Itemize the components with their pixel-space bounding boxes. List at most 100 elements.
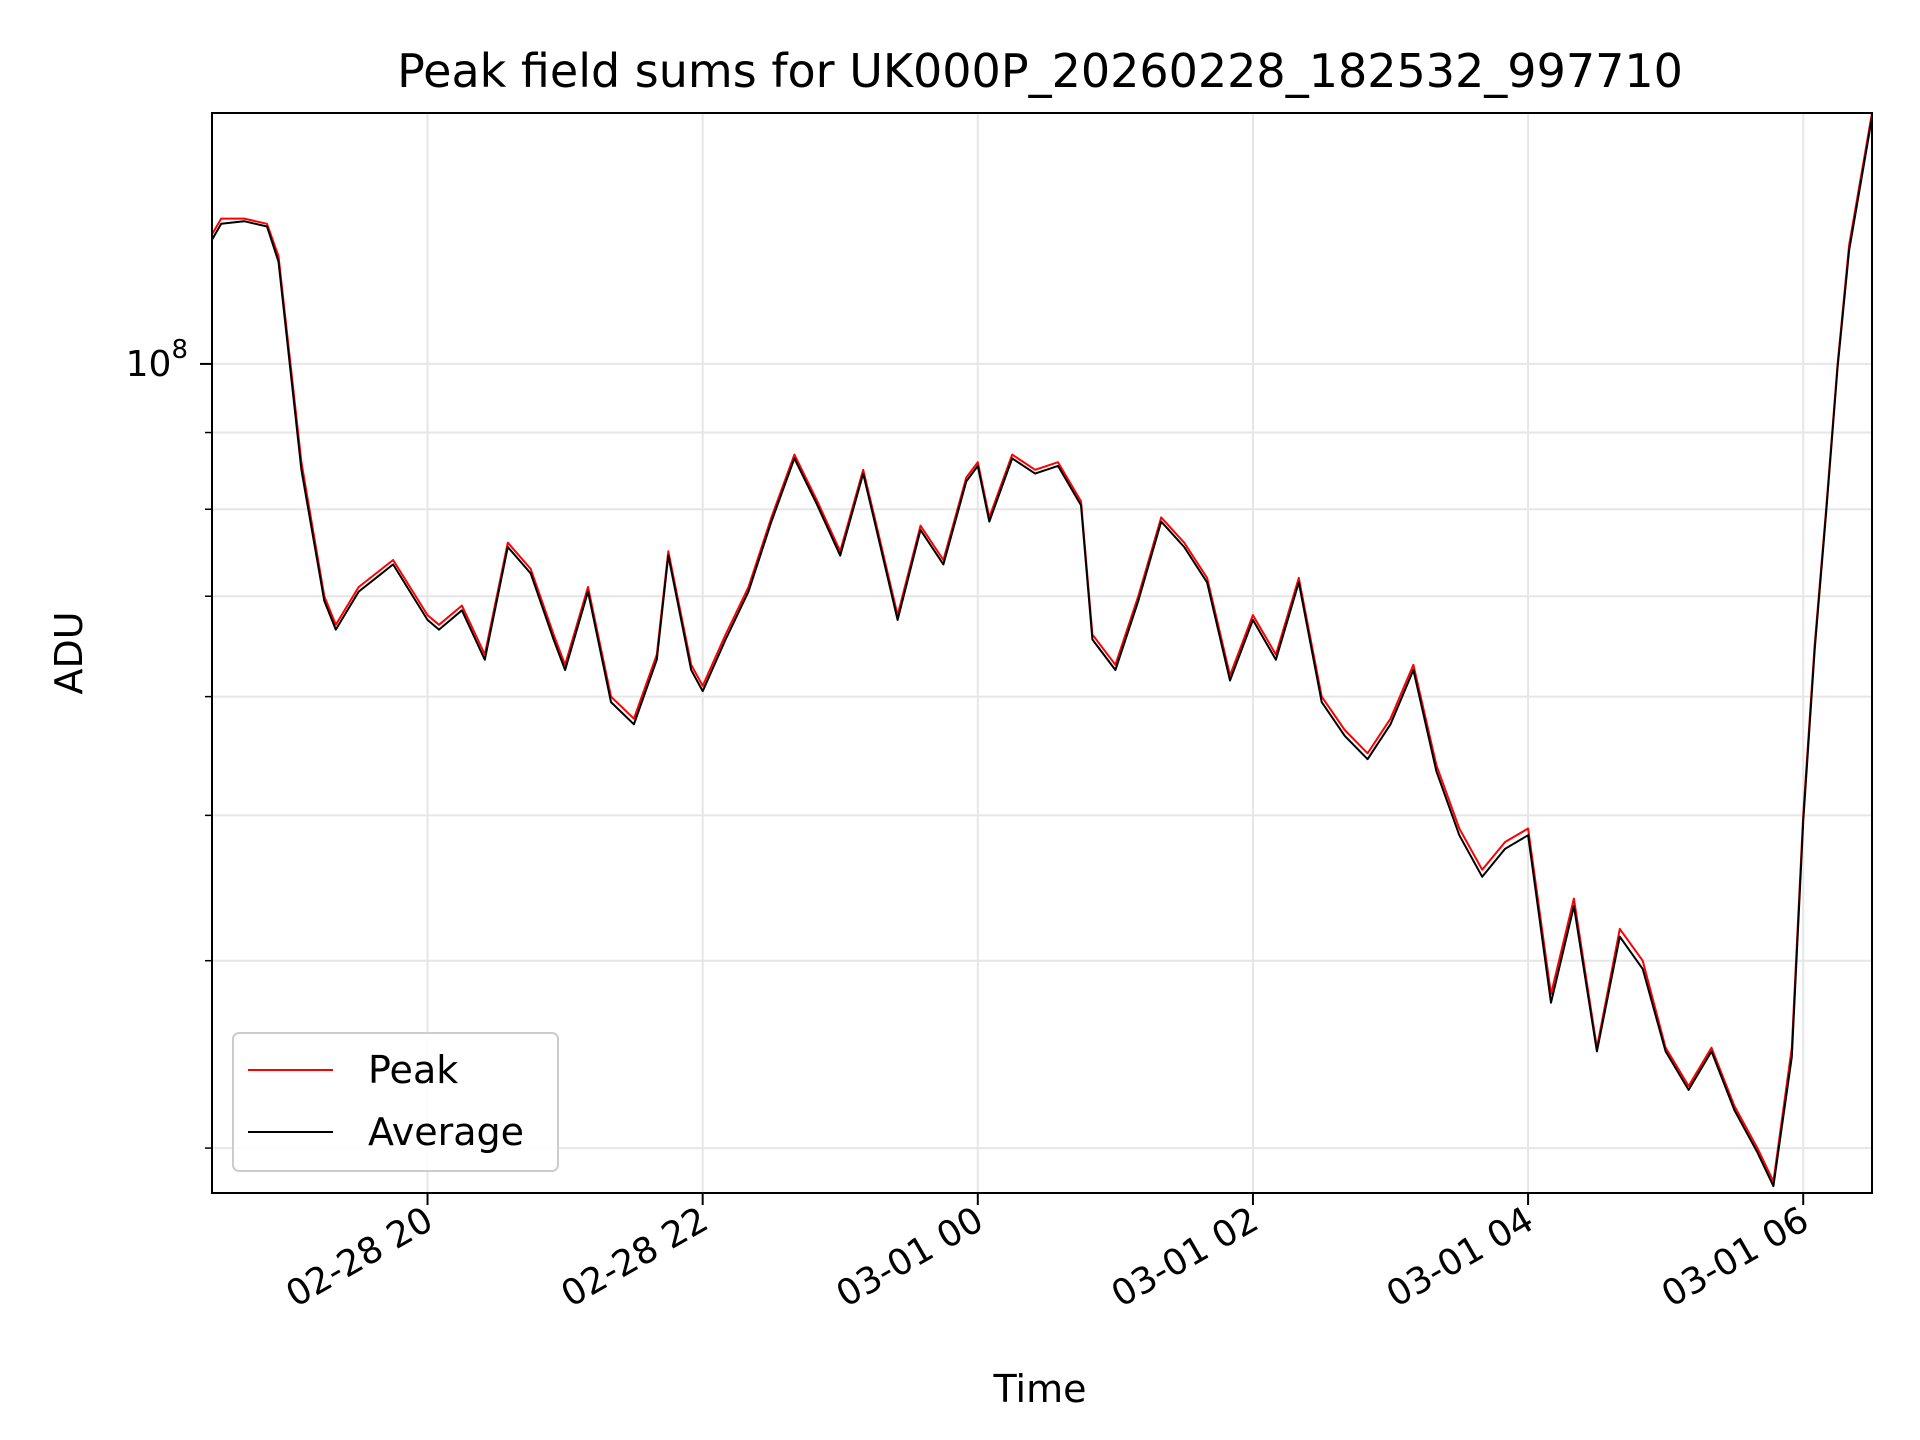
- data-point-peak: [1160, 516, 1162, 519]
- data-point-average: [896, 619, 899, 621]
- data-point-peak: [701, 685, 704, 687]
- data-point-average: [965, 480, 968, 483]
- x-tick-label: 02-28 20: [279, 1199, 440, 1315]
- data-point-average: [1664, 1050, 1667, 1053]
- data-point-average: [461, 609, 463, 612]
- data-point-peak: [1206, 577, 1208, 579]
- y-tick-label: 108: [126, 335, 188, 385]
- data-point-average: [977, 465, 979, 467]
- data-point-average: [701, 690, 704, 692]
- chart-title: Peak field sums for UK000P_20260228_1825…: [397, 44, 1683, 98]
- data-point-average: [656, 658, 658, 661]
- data-point-peak: [1298, 577, 1300, 579]
- data-point-average: [816, 504, 819, 507]
- y-tick-label-exponent: 8: [171, 335, 188, 365]
- y-axis: 108: [126, 335, 212, 1149]
- data-point-peak: [357, 586, 360, 588]
- data-point-average: [1137, 600, 1140, 602]
- series-line-peak: [211, 112, 1873, 1183]
- data-point-peak: [862, 469, 864, 471]
- data-point-peak: [1080, 500, 1082, 503]
- data-point-peak: [1504, 841, 1506, 843]
- data-point-average: [335, 628, 337, 631]
- series-line-average: [211, 117, 1873, 1188]
- data-point-peak: [335, 624, 337, 626]
- data-point-peak: [633, 717, 635, 720]
- plot-lines: [211, 112, 1873, 1188]
- data-point-average: [220, 223, 222, 225]
- data-point-average: [1080, 504, 1082, 507]
- data-point-peak: [461, 604, 463, 607]
- data-point-average: [564, 669, 566, 671]
- data-point-peak: [1114, 664, 1117, 666]
- data-point-average: [1504, 848, 1506, 850]
- data-point-average: [323, 600, 326, 602]
- data-point-peak: [1481, 868, 1483, 871]
- data-point-average: [1596, 1050, 1598, 1053]
- data-point-average: [667, 554, 670, 557]
- data-point-average: [552, 638, 555, 641]
- data-point-average: [724, 638, 727, 641]
- data-point-average: [919, 529, 922, 531]
- data-point-average: [1573, 905, 1575, 907]
- data-point-average: [1366, 758, 1369, 760]
- data-point-average: [873, 520, 876, 523]
- y-axis-label: ADU: [47, 611, 91, 694]
- data-point-average: [942, 563, 945, 566]
- data-point-average: [1836, 366, 1839, 369]
- data-point-peak: [1412, 664, 1415, 666]
- data-point-peak: [392, 559, 394, 561]
- data-point-peak: [507, 541, 509, 544]
- data-point-average: [793, 457, 796, 460]
- legend: Peak Average: [232, 1032, 559, 1172]
- legend-box: [232, 1032, 559, 1172]
- data-point-average: [1641, 968, 1644, 970]
- data-point-average: [1298, 581, 1300, 584]
- data-point-average: [507, 546, 509, 548]
- data-point-average: [1458, 834, 1461, 836]
- legend-label-average: Average: [368, 1110, 524, 1154]
- data-point-average: [690, 669, 692, 671]
- data-point-peak: [529, 568, 532, 570]
- x-tick-label: 03-01 06: [1655, 1199, 1816, 1315]
- x-tick-label: 03-01 02: [1105, 1199, 1266, 1315]
- data-point-average: [1848, 249, 1850, 252]
- data-point-peak: [1011, 453, 1013, 456]
- data-point-peak: [587, 586, 589, 588]
- y-tick-label-base: 10: [126, 344, 172, 385]
- data-point-average: [1802, 821, 1804, 823]
- data-point-average: [277, 260, 280, 263]
- data-point-average: [438, 628, 440, 631]
- x-tick-label: 03-01 00: [830, 1199, 991, 1315]
- data-point-peak: [243, 217, 245, 220]
- data-point-peak: [220, 217, 222, 220]
- data-point-average: [633, 723, 635, 726]
- data-point-peak: [724, 633, 727, 636]
- data-point-average: [426, 619, 429, 621]
- data-point-peak: [266, 223, 268, 225]
- data-point-average: [1034, 472, 1036, 475]
- data-point-peak: [277, 255, 280, 257]
- data-point-peak: [1527, 827, 1529, 830]
- data-point-average: [1710, 1050, 1713, 1053]
- data-point-average: [1412, 669, 1415, 671]
- data-point-average: [1320, 701, 1323, 703]
- data-point-peak: [816, 500, 819, 503]
- data-point-average: [1550, 1001, 1552, 1004]
- data-point-average: [1756, 1151, 1759, 1154]
- data-point-average: [747, 590, 750, 593]
- x-tick-label: 03-01 04: [1380, 1199, 1541, 1315]
- data-point-peak: [1057, 461, 1059, 464]
- data-point-average: [988, 520, 991, 523]
- x-tick-label: 02-28 22: [554, 1199, 715, 1315]
- data-point-average: [357, 590, 360, 593]
- data-point-average: [770, 520, 773, 523]
- data-point-peak: [438, 624, 440, 626]
- legend-label-peak: Peak: [368, 1048, 458, 1092]
- data-point-peak: [667, 550, 670, 553]
- data-point-peak: [1687, 1085, 1690, 1087]
- data-point-peak: [1619, 928, 1621, 930]
- data-point-average: [266, 225, 268, 228]
- data-point-average: [862, 472, 864, 475]
